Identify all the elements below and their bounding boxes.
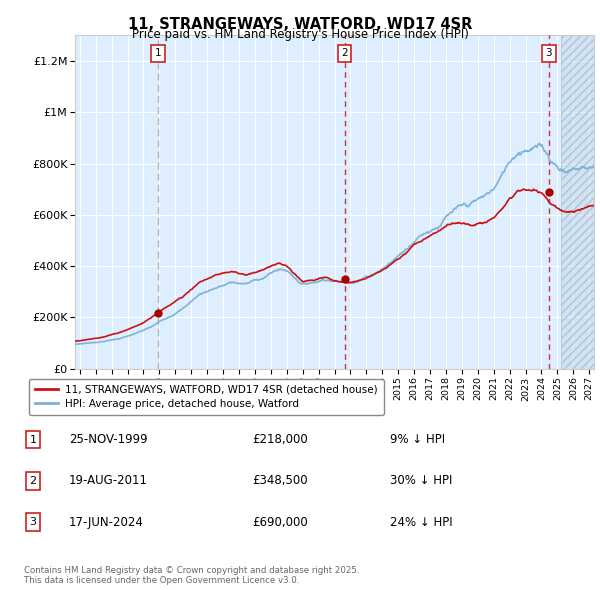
Text: 2: 2 bbox=[29, 476, 37, 486]
Text: 24% ↓ HPI: 24% ↓ HPI bbox=[390, 516, 452, 529]
Text: 11, STRANGEWAYS, WATFORD, WD17 4SR: 11, STRANGEWAYS, WATFORD, WD17 4SR bbox=[128, 17, 472, 31]
Text: 19-AUG-2011: 19-AUG-2011 bbox=[69, 474, 148, 487]
Text: 2: 2 bbox=[341, 48, 348, 58]
Text: 3: 3 bbox=[545, 48, 552, 58]
Text: 25-NOV-1999: 25-NOV-1999 bbox=[69, 433, 148, 446]
Text: £218,000: £218,000 bbox=[252, 433, 308, 446]
Text: £348,500: £348,500 bbox=[252, 474, 308, 487]
Bar bbox=[562, 35, 594, 369]
Text: 30% ↓ HPI: 30% ↓ HPI bbox=[390, 474, 452, 487]
Bar bbox=[562, 35, 594, 369]
Text: 1: 1 bbox=[29, 435, 37, 444]
Text: 1: 1 bbox=[154, 48, 161, 58]
Text: Contains HM Land Registry data © Crown copyright and database right 2025.
This d: Contains HM Land Registry data © Crown c… bbox=[24, 566, 359, 585]
Text: 3: 3 bbox=[29, 517, 37, 527]
Text: 9% ↓ HPI: 9% ↓ HPI bbox=[390, 433, 445, 446]
Legend: 11, STRANGEWAYS, WATFORD, WD17 4SR (detached house), HPI: Average price, detache: 11, STRANGEWAYS, WATFORD, WD17 4SR (deta… bbox=[29, 379, 383, 415]
Text: £690,000: £690,000 bbox=[252, 516, 308, 529]
Text: Price paid vs. HM Land Registry's House Price Index (HPI): Price paid vs. HM Land Registry's House … bbox=[131, 28, 469, 41]
Text: 17-JUN-2024: 17-JUN-2024 bbox=[69, 516, 144, 529]
